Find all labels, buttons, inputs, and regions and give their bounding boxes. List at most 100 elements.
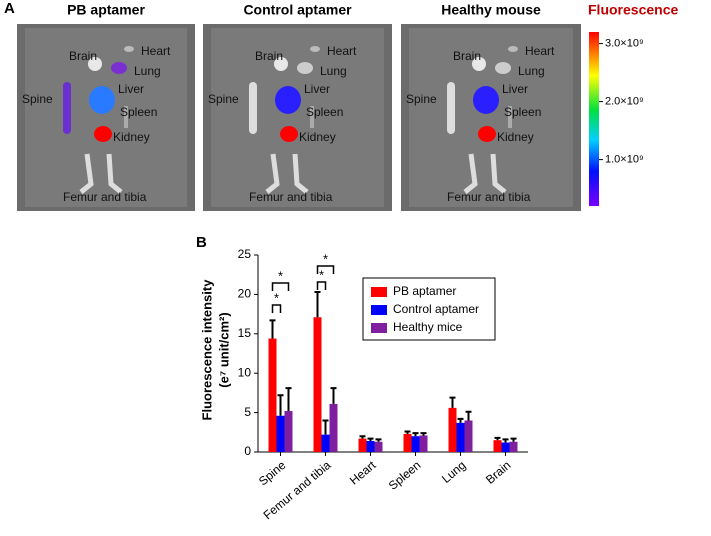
x-tick-label: Brain [483,458,513,487]
x-tick-label: Spine [256,458,289,489]
organ-label: Liver [118,82,144,96]
organ [495,62,511,74]
organ-label: Kidney [497,130,534,144]
bar [329,403,338,452]
y-tick-label: 0 [244,444,251,458]
organ [111,62,127,74]
legend-swatch [371,323,387,333]
error-bar [412,432,419,437]
organ [478,126,496,142]
significance-bracket [316,265,335,274]
legend-label: PB aptamer [393,284,456,298]
organ [310,46,320,52]
organ-label: Brain [255,49,283,63]
significance-label: * [323,251,328,266]
organ [89,86,115,114]
colorbar [589,32,599,206]
bar [493,440,502,452]
error-bar [494,436,501,441]
error-bar [465,410,472,421]
organ [508,46,518,52]
bar [403,433,412,452]
organ [463,153,507,194]
organ-label: Liver [502,82,528,96]
organ-label: Spine [406,92,437,106]
bar [366,440,375,452]
bar [501,442,510,452]
organ-label: Spine [208,92,239,106]
organ [473,86,499,114]
organ-label: Kidney [113,130,150,144]
organ [124,46,134,52]
significance-bracket [271,282,290,291]
error-bar [457,417,464,423]
panel-label: B [196,234,207,251]
colorbar-tick-label: 3.0×10⁹ [605,38,644,50]
organ [274,57,288,71]
x-tick-label: Spleen [386,458,424,493]
legend-swatch [371,305,387,315]
organ [472,57,486,71]
error-bar [359,435,366,439]
image-title: Healthy mouse [441,2,541,18]
y-axis-label: Fluorescence intensity [199,279,214,421]
image-title: Control aptamer [243,2,352,18]
bar [284,411,293,452]
organ-label: Liver [304,82,330,96]
bar [374,441,383,452]
significance-bracket [271,304,282,313]
y-tick-label: 25 [238,247,252,261]
bar [464,420,473,452]
error-bar [502,438,509,443]
colorbar-tick-label: 1.0×10⁹ [605,154,644,166]
organ [508,106,512,128]
organ-label: Femur and tibia [249,190,333,204]
error-bar [420,432,427,436]
error-bar [404,430,411,434]
error-bar [367,437,374,441]
y-tick-label: 5 [244,405,251,419]
image-title: PB aptamer [67,2,145,18]
organ [447,82,455,134]
y-tick-label: 10 [238,365,252,379]
significance-label: * [278,268,283,283]
organ-label: Heart [141,44,171,58]
significance-bracket [316,281,327,290]
bar [276,415,285,452]
panel-label: A [4,0,15,17]
organ [124,106,128,128]
legend-label: Healthy mice [393,320,463,334]
organ-label: Lung [134,64,161,78]
x-tick-label: Lung [439,458,468,486]
y-tick-label: 20 [238,287,252,301]
x-tick-label: Heart [347,458,379,488]
error-bar [322,419,329,435]
bar [358,438,367,452]
y-axis-label: (e⁷ unit/cm²) [216,312,231,387]
organ-label: Brain [453,49,481,63]
colorbar-title: Fluorescence [588,2,678,18]
legend-swatch [371,287,387,297]
image-inner [409,28,573,207]
organ [275,86,301,114]
organ [280,126,298,142]
organ-label: Femur and tibia [447,190,531,204]
organ-label: Brain [69,49,97,63]
bar [321,434,330,452]
error-bar [314,291,321,318]
organ-label: Lung [320,64,347,78]
significance-label: * [319,267,324,282]
organ [249,82,257,134]
error-bar [449,396,456,408]
organ [297,62,313,74]
organ-label: Heart [525,44,555,58]
bar [268,338,277,452]
error-bar [375,438,382,442]
organ-label: Lung [518,64,545,78]
bar [448,407,457,452]
organ [94,126,112,142]
bar [456,422,465,452]
organ-label: Spleen [120,105,157,119]
bar [313,317,322,452]
organ-label: Spine [22,92,53,106]
